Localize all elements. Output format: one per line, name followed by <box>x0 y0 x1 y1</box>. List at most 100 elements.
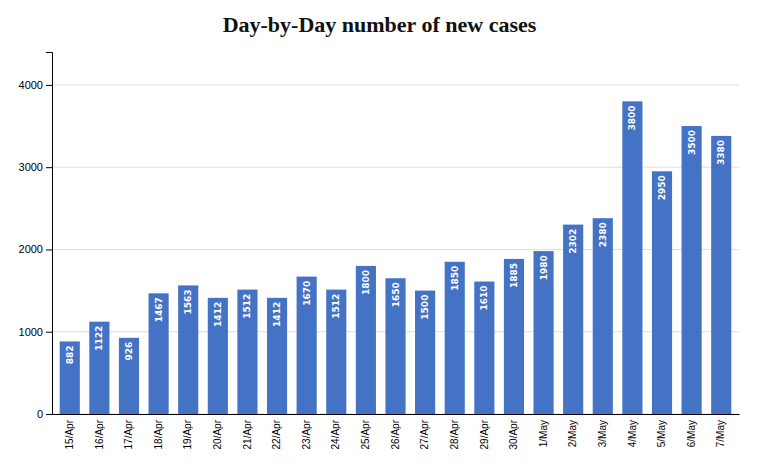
data-label: 1980 <box>539 255 549 280</box>
bar <box>149 293 169 414</box>
tick-label: 22/Apr <box>271 419 282 449</box>
tick-label: 23/Apr <box>301 419 312 449</box>
tick-label: 24/Apr <box>330 419 341 449</box>
data-label: 2302 <box>568 229 578 254</box>
data-label: 1800 <box>361 270 371 295</box>
chart: Day-by-Day number of new cases8821122926… <box>0 0 759 470</box>
tick: 19/Apr <box>182 419 193 449</box>
tick: 29/Apr <box>479 419 490 449</box>
data-label: 926 <box>124 342 134 361</box>
tick-mark <box>46 167 52 168</box>
tick: 6/May <box>686 420 697 447</box>
data-label: 3380 <box>716 140 726 165</box>
tick: 23/Apr <box>301 419 312 449</box>
tick-label: 2000 <box>19 243 43 255</box>
tick-label: 29/Apr <box>479 419 490 449</box>
tick-label: 1/May <box>538 420 549 447</box>
bar <box>297 277 317 414</box>
data-label: 882 <box>65 345 75 364</box>
tick: 2000 <box>19 243 52 255</box>
tick-label: 5/May <box>656 420 667 447</box>
axis-line <box>46 53 53 415</box>
tick: 20/Apr <box>212 419 223 449</box>
plot: 8821122926146715631412151214121670151218… <box>19 53 740 450</box>
tick: 4/May <box>627 420 638 447</box>
tick: 25/Apr <box>360 419 371 449</box>
data-label: 1412 <box>213 302 223 327</box>
axis-line <box>53 414 740 415</box>
tick: 17/Apr <box>123 419 134 449</box>
tick-label: 3/May <box>597 420 608 447</box>
bar <box>208 298 228 414</box>
tick: 15/Apr <box>64 419 75 449</box>
tick-label: 1000 <box>19 326 43 338</box>
tick: 1000 <box>19 326 52 338</box>
tick: 7/May <box>715 420 726 447</box>
bar <box>474 282 494 414</box>
bars <box>60 101 732 414</box>
bar <box>533 251 553 414</box>
tick-label: 4000 <box>19 79 43 91</box>
tick: 24/Apr <box>330 419 341 449</box>
tick-label: 19/Apr <box>182 419 193 449</box>
tick-label: 15/Apr <box>64 419 75 449</box>
tick: 26/Apr <box>390 419 401 449</box>
bar <box>267 298 287 414</box>
tick: 18/Apr <box>153 419 164 449</box>
tick: 0 <box>37 408 52 420</box>
tick-mark <box>46 249 52 250</box>
bar <box>89 322 109 414</box>
tick-label: 17/Apr <box>123 419 134 449</box>
tick-label: 6/May <box>686 420 697 447</box>
bar <box>593 218 613 414</box>
data-label: 1610 <box>479 286 489 311</box>
bar <box>237 290 257 414</box>
grid <box>52 85 739 414</box>
bar <box>178 285 198 414</box>
data-label: 3800 <box>627 105 637 130</box>
bar <box>445 262 465 414</box>
tick: 2/May <box>567 420 578 447</box>
tick: 1/May <box>538 420 549 447</box>
tick: 27/Apr <box>419 419 430 449</box>
y-axis: 0 1000 2000 3000 4000 <box>19 53 53 421</box>
bar <box>326 290 346 414</box>
tick-label: 28/Apr <box>449 419 460 449</box>
tick: 21/Apr <box>242 419 253 449</box>
bar <box>622 101 642 414</box>
tick: 28/Apr <box>449 419 460 449</box>
tick: 3000 <box>19 161 52 173</box>
tick-label: 20/Apr <box>212 419 223 449</box>
tick-label: 26/Apr <box>390 419 401 449</box>
tick-label: 3000 <box>19 161 43 173</box>
tick: 4000 <box>19 79 52 91</box>
data-label: 1563 <box>183 289 193 314</box>
tick-mark <box>46 414 52 415</box>
tick-label: 30/Apr <box>508 419 519 449</box>
data-label: 3500 <box>687 130 697 155</box>
tick: 16/Apr <box>94 419 105 449</box>
tick: 30/Apr <box>508 419 519 449</box>
tick-mark <box>46 332 52 333</box>
data-label: 1467 <box>154 297 164 322</box>
tick-mark <box>46 85 52 86</box>
x-axis: 15/Apr 16/Apr 17/Apr 18/Apr 19/Apr 20/Apr 21/A… <box>53 415 740 450</box>
tick-label: 2/May <box>567 420 578 447</box>
data-label: 1122 <box>94 326 104 351</box>
bar <box>415 291 435 414</box>
tick-label: 0 <box>37 408 43 420</box>
data-label: 2950 <box>657 175 667 200</box>
bar <box>356 266 376 414</box>
tick-label: 25/Apr <box>360 419 371 449</box>
tick-label: 16/Apr <box>94 419 105 449</box>
grid-line <box>52 84 739 85</box>
bar <box>385 278 405 414</box>
tick-label: 21/Apr <box>242 419 253 449</box>
data-label: 1412 <box>272 302 282 327</box>
tick-label: 7/May <box>715 420 726 447</box>
tick: 3/May <box>597 420 608 447</box>
bar <box>682 126 702 414</box>
data-labels: 8821122926146715631412151214121670151218… <box>65 105 726 364</box>
data-label: 1885 <box>509 263 519 288</box>
data-label: 1512 <box>242 294 252 319</box>
